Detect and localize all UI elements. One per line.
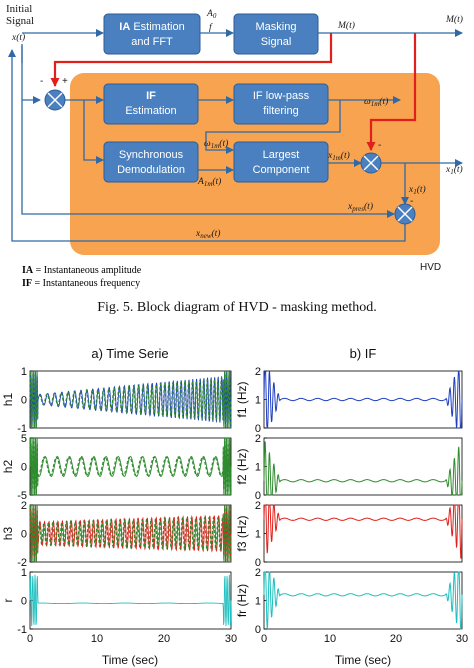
xlabel-left: Time (sec) xyxy=(102,653,158,667)
right-ytick-0-2: 0 xyxy=(255,423,261,435)
hvd-block-diagram: Initial Signal x(t) IA Estimation and FF… xyxy=(6,3,463,289)
if-estimation-label: IF xyxy=(146,90,156,102)
left-xtick-3: 30 xyxy=(225,633,237,645)
right-ytick-3-2: 0 xyxy=(255,624,261,636)
if-estimation-label-2: Estimation xyxy=(125,105,176,117)
left-ytick-0-0: 1 xyxy=(21,366,27,378)
m-label: M(t) xyxy=(337,20,355,31)
initial-signal-label-2: Signal xyxy=(6,15,34,27)
m-output-label: M(t) xyxy=(445,14,463,25)
masking-signal-label-2: Signal xyxy=(261,36,292,48)
signal-charts: a) Time Serie b) IF 10-1h150-5h220-2h310… xyxy=(1,346,468,667)
if-lowpass-label-2: filtering xyxy=(263,105,298,117)
left-series-2-0 xyxy=(29,504,232,563)
minus-sign-1: - xyxy=(40,76,43,87)
ia-estimation-block xyxy=(103,13,201,55)
left-ylabel-0: h1 xyxy=(1,393,15,407)
left-subplot-3 xyxy=(29,571,232,630)
left-series-2-1 xyxy=(29,504,232,563)
sync-demod-block xyxy=(103,141,199,183)
left-series-1-1 xyxy=(29,437,232,496)
if-estimation-block xyxy=(103,83,199,125)
x1-down-label: x1(t) xyxy=(408,184,426,196)
right-ytick-0-0: 2 xyxy=(255,366,261,378)
left-ytick-2-0: 2 xyxy=(21,500,27,512)
masking-signal-label: Masking xyxy=(256,21,297,33)
left-ytick-3-0: 1 xyxy=(21,567,27,579)
minus-sign-2: - xyxy=(378,140,381,151)
a1m-label: A1m(t) xyxy=(197,176,221,188)
right-xtick-1: 10 xyxy=(324,633,336,645)
left-ytick-0-1: 0 xyxy=(21,395,27,407)
omega-input-label: ω1m(t) xyxy=(204,138,228,150)
right-xtick-3: 30 xyxy=(456,633,468,645)
figure-caption: Fig. 5. Block diagram of HVD - masking m… xyxy=(97,300,377,315)
left-ytick-1-2: -5 xyxy=(17,490,27,502)
hvd-label: HVD xyxy=(420,262,441,273)
left-ylabel-3: r xyxy=(1,599,15,603)
right-series-1 xyxy=(263,441,463,496)
left-ytick-1-0: 5 xyxy=(21,433,27,445)
left-ytick-2-1: 0 xyxy=(21,529,27,541)
xlabel-right: Time (sec) xyxy=(335,653,391,667)
plus-sign: + xyxy=(62,76,68,87)
left-subplot-1 xyxy=(29,437,232,496)
initial-signal-label: Initial xyxy=(6,3,32,15)
left-ytick-2-2: -2 xyxy=(17,557,27,569)
left-series-1-0 xyxy=(29,437,232,496)
right-ytick-0-1: 1 xyxy=(255,395,261,407)
left-ylabel-1: h2 xyxy=(1,460,15,474)
left-ylabel-2: h3 xyxy=(1,527,15,541)
right-ytick-1-2: 0 xyxy=(255,490,261,502)
right-ytick-3-1: 1 xyxy=(255,596,261,608)
left-xtick-1: 10 xyxy=(91,633,103,645)
right-ylabel-3: fr (Hz) xyxy=(235,584,249,617)
right-ylabel-1: f2 (Hz) xyxy=(235,448,249,484)
left-ytick-3-1: 0 xyxy=(21,596,27,608)
left-xtick-2: 20 xyxy=(158,633,170,645)
f-label: f xyxy=(209,22,213,33)
legend-if: IF = Instantaneous frequency xyxy=(22,278,140,289)
left-ytick-0-2: -1 xyxy=(17,423,27,435)
chart-title-time-serie: a) Time Serie xyxy=(91,346,168,361)
right-subplot-3 xyxy=(263,571,463,630)
masking-signal-block xyxy=(233,13,319,55)
left-ytick-3-2: -1 xyxy=(17,624,27,636)
right-series-2 xyxy=(263,504,463,559)
largest-component-label-2: Component xyxy=(253,164,310,176)
left-series-3-0 xyxy=(29,574,232,627)
right-subplot-2 xyxy=(263,504,463,563)
right-ylabel-0: f1 (Hz) xyxy=(235,381,249,417)
right-xtick-0: 0 xyxy=(261,633,267,645)
right-series-3 xyxy=(263,571,463,630)
left-series-0-1 xyxy=(29,370,232,429)
a0-label: A0 xyxy=(206,9,217,20)
left-xtick-0: 0 xyxy=(27,633,33,645)
largest-component-block xyxy=(233,141,329,183)
legend-ia: IA = Instantaneous amplitude xyxy=(22,265,142,276)
right-subplot-1 xyxy=(263,437,463,496)
x-input-label: x(t) xyxy=(11,32,25,43)
if-lowpass-label: IF low-pass xyxy=(253,90,310,102)
right-ytick-1-0: 2 xyxy=(255,433,261,445)
left-ytick-1-1: 0 xyxy=(21,462,27,474)
sync-demod-label: Synchronous xyxy=(119,149,184,161)
largest-component-label: Largest xyxy=(263,149,300,161)
right-ylabel-2: f3 (Hz) xyxy=(235,515,249,551)
right-series-0 xyxy=(263,370,463,429)
right-ytick-3-0: 2 xyxy=(255,567,261,579)
ia-estimation-label: IA Estimation xyxy=(119,21,184,33)
right-xtick-2: 20 xyxy=(390,633,402,645)
chart-title-if: b) IF xyxy=(350,346,377,361)
if-lowpass-block xyxy=(233,83,329,125)
right-ytick-2-0: 2 xyxy=(255,500,261,512)
ia-estimation-label-2: and FFT xyxy=(131,36,173,48)
sync-demod-label-2: Demodulation xyxy=(117,164,185,176)
right-ytick-2-1: 1 xyxy=(255,529,261,541)
minus-sign-3: - xyxy=(410,196,413,207)
right-ytick-1-1: 1 xyxy=(255,462,261,474)
omega-output-label: ω1m(t) xyxy=(364,96,388,108)
x1-output-label: x1(t) xyxy=(445,164,463,176)
right-ytick-2-2: 0 xyxy=(255,557,261,569)
